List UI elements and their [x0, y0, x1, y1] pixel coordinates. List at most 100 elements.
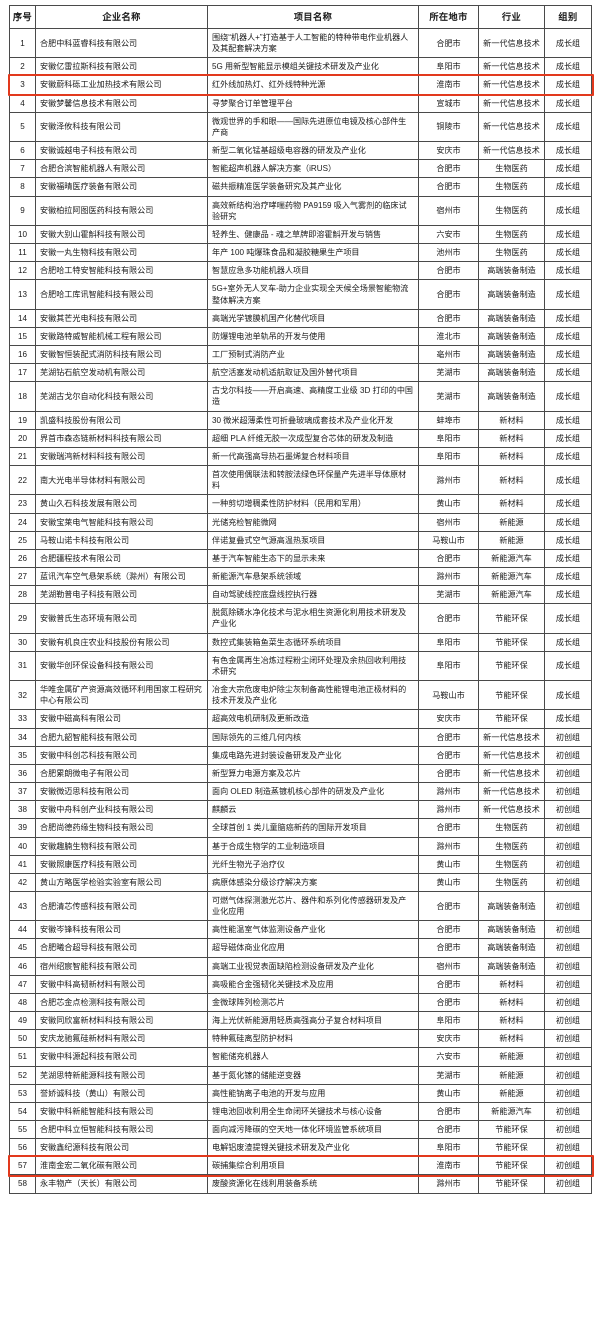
table-row: 41 安徽照康医疗科技有限公司 光纤生物光子治疗仪 黄山市 生物医药 初创组 — [9, 854, 592, 874]
cell-idx: 44 — [9, 920, 36, 940]
table-row: 5 安徽泽攸科技有限公司 微观世界的手和眼——国际先进原位电镜及核心部件生产商 铜陵市… — [9, 111, 592, 143]
cell-ind: 新能源 — [478, 1065, 545, 1085]
cell-city: 淮南市 — [418, 75, 479, 95]
cell-idx: 50 — [9, 1029, 36, 1049]
cell-city: 合肥市 — [418, 890, 479, 922]
cell-ind: 新能源汽车 — [478, 548, 545, 569]
cell-city: 合肥市 — [418, 920, 479, 940]
cell-proj: 特种氟硅离型防护材料 — [207, 1029, 419, 1049]
cell-ind: 新材料 — [478, 428, 545, 448]
cell-group: 初创组 — [544, 1083, 592, 1103]
cell-group: 成长组 — [544, 195, 592, 226]
cell-proj: 围绕“机器人+”打造基于人工智能的特种带电作业机器人及其配套解决方案 — [207, 27, 419, 59]
cell-ind: 生物医药 — [478, 224, 545, 245]
cell-proj: 磁共振精准医学装备研究及其产业化 — [207, 177, 419, 197]
table-row: 28 芜湖勒普电子科技有限公司 自动驾驶线控底盘线控执行器 芜湖市 新能源汽车 成长组 — [9, 585, 592, 605]
cell-proj: 智能超声机器人解决方案（iRUS） — [207, 159, 419, 179]
cell-idx: 34 — [9, 727, 36, 747]
table-row: 44 安徽岑锋科技有限公司 高性能温室气体监测设备产业化 合肥市 高端装备制造 初创组 — [9, 920, 592, 940]
cell-comp: 安徽中科创芯科技有限公司 — [35, 745, 208, 765]
cell-city: 合肥市 — [418, 308, 479, 328]
cell-proj: 航空活塞发动机适航取证及国外替代项目 — [207, 363, 419, 383]
cell-group: 成长组 — [544, 709, 592, 729]
cell-comp: 合肥尚德药缘生物科技有限公司 — [35, 818, 208, 838]
cell-comp: 安徽照康医疗科技有限公司 — [35, 854, 208, 874]
cell-proj: 高吸能合金强韧化关键技术及应用 — [207, 974, 419, 994]
cell-ind: 新一代信息技术 — [478, 93, 545, 113]
cell-ind: 生物医药 — [478, 243, 545, 263]
cell-comp: 芜湖勒普电子科技有限公司 — [35, 585, 208, 605]
column-header-city: 所在地市 — [418, 5, 479, 29]
cell-group: 成长组 — [544, 632, 592, 652]
cell-proj: 全球首创 1 类儿童脑癌新药的国际开发项目 — [207, 818, 419, 838]
cell-ind: 新一代信息技术 — [478, 75, 545, 95]
cell-proj: 自动驾驶线控底盘线控执行器 — [207, 585, 419, 605]
cell-comp: 安徽瑞鸿新材料科技有限公司 — [35, 446, 208, 467]
cell-city: 蚌埠市 — [418, 410, 479, 430]
table-row: 45 合肥曦合超导科技有限公司 超导磁体商业化应用 合肥市 高端装备制造 初创组 — [9, 938, 592, 958]
cell-idx: 17 — [9, 363, 36, 383]
cell-ind: 新一代信息技术 — [478, 745, 545, 765]
cell-ind: 新能源 — [478, 1047, 545, 1067]
cell-group: 初创组 — [544, 782, 592, 802]
table-row: 39 合肥尚德药缘生物科技有限公司 全球首创 1 类儿童脑癌新药的国际开发项目 合肥市… — [9, 818, 592, 838]
table-row: 30 安徽有机良庄农业科技股份有限公司 数控式集装箱鱼菜生态循环系统项目 阜阳市 节能环… — [9, 632, 592, 652]
table-row: 14 安徽其芒光电科技有限公司 高端光学镀膜机国产化替代项目 合肥市 高端装备制造 成长组 — [9, 308, 592, 328]
cell-group: 成长组 — [544, 326, 592, 346]
cell-ind: 新能源汽车 — [478, 1101, 545, 1122]
table-row: 27 蓝讯汽车空气悬架系统（滁州）有限公司 新能源汽车悬架系统领域 滁州市 新能源汽车成… — [9, 566, 592, 587]
cell-proj: 电解铝废渣提锂关键技术研发及产业化 — [207, 1138, 419, 1158]
cell-comp: 安徽中科新能智能科技有限公司 — [35, 1101, 208, 1122]
table-row: 1 合肥中科蓝睿科技有限公司 围绕“机器人+”打造基于人工智能的特种带电作业机器人及… — [9, 27, 592, 59]
cell-proj: 新一代高强高导热石墨烯复合材料项目 — [207, 446, 419, 467]
cell-city: 合肥市 — [418, 27, 479, 59]
cell-comp: 黄山久石科技发展有限公司 — [35, 494, 208, 514]
cell-group: 成长组 — [544, 177, 592, 197]
cell-city: 阜阳市 — [418, 1138, 479, 1158]
cell-idx: 53 — [9, 1083, 36, 1103]
cell-city: 滁州市 — [418, 800, 479, 820]
cell-group: 初创组 — [544, 992, 592, 1013]
cell-idx: 20 — [9, 428, 36, 448]
column-header-group: 组别 — [544, 5, 592, 29]
cell-idx: 5 — [9, 111, 36, 143]
cell-idx: 9 — [9, 195, 36, 226]
cell-group: 成长组 — [544, 446, 592, 467]
cell-group: 初创组 — [544, 818, 592, 838]
cell-ind: 新一代信息技术 — [478, 141, 545, 161]
cell-idx: 41 — [9, 854, 36, 874]
cell-idx: 55 — [9, 1119, 36, 1140]
cell-comp: 安徽同欣富新材料科技有限公司 — [35, 1011, 208, 1031]
table-row: 55 合肥中科立恒智能科技有限公司 面向减污降碳的空天地一体化环境监管系统项目 合肥市… — [9, 1119, 592, 1140]
cell-ind: 节能环保 — [478, 709, 545, 729]
cell-idx: 24 — [9, 512, 36, 532]
cell-ind: 新能源 — [478, 530, 545, 550]
cell-idx: 57 — [9, 1156, 36, 1176]
table-row: 8 安徽福晴医疗装备有限公司 磁共振精准医学装备研究及其产业化 合肥市 生物医药 成长组 — [9, 177, 592, 197]
cell-city: 合肥市 — [418, 548, 479, 569]
cell-comp: 安徽微迈思科技有限公司 — [35, 782, 208, 802]
cell-group: 初创组 — [544, 1119, 592, 1140]
cell-proj: 金微球阵列检测芯片 — [207, 992, 419, 1013]
cell-comp: 华唯金属矿产资源高效循环利用国家工程研究中心有限公司 — [35, 680, 208, 711]
cell-proj: 基于合成生物学的工业制造项目 — [207, 836, 419, 856]
cell-city: 合肥市 — [418, 261, 479, 281]
cell-idx: 48 — [9, 992, 36, 1013]
table-row: 33 安徽中磁高科有限公司 超高效电机研制及更新改造 安庆市 节能环保 成长组 — [9, 709, 592, 729]
cell-group: 成长组 — [544, 279, 592, 310]
table-row: 17 芜湖钻石航空发动机有限公司 航空活塞发动机适航取证及国外替代项目 芜湖市 高端装备… — [9, 363, 592, 383]
cell-city: 阜阳市 — [418, 428, 479, 448]
cell-comp: 安徽柏拉阿图医药科技有限公司 — [35, 195, 208, 226]
cell-city: 滁州市 — [418, 1174, 479, 1194]
cell-comp: 安徽鑫纪源科技有限公司 — [35, 1138, 208, 1158]
cell-idx: 3 — [9, 75, 36, 95]
cell-idx: 30 — [9, 632, 36, 652]
cell-proj: 面向 OLED 制造蒸镀机核心部件的研发及产业化 — [207, 782, 419, 802]
cell-idx: 35 — [9, 745, 36, 765]
cell-comp: 安徽有机良庄农业科技股份有限公司 — [35, 632, 208, 652]
table-row: 53 誉娇诚科技（黄山）有限公司 高性能钠离子电池的开发与应用 黄山市 新能源 初创组 — [9, 1083, 592, 1103]
cell-group: 初创组 — [544, 1156, 592, 1176]
cell-group: 成长组 — [544, 585, 592, 605]
table-row: 19 凯盛科技股份有限公司 30 微米超薄柔性可折叠玻璃成套技术及产业化开发 蚌埠市新… — [9, 410, 592, 430]
